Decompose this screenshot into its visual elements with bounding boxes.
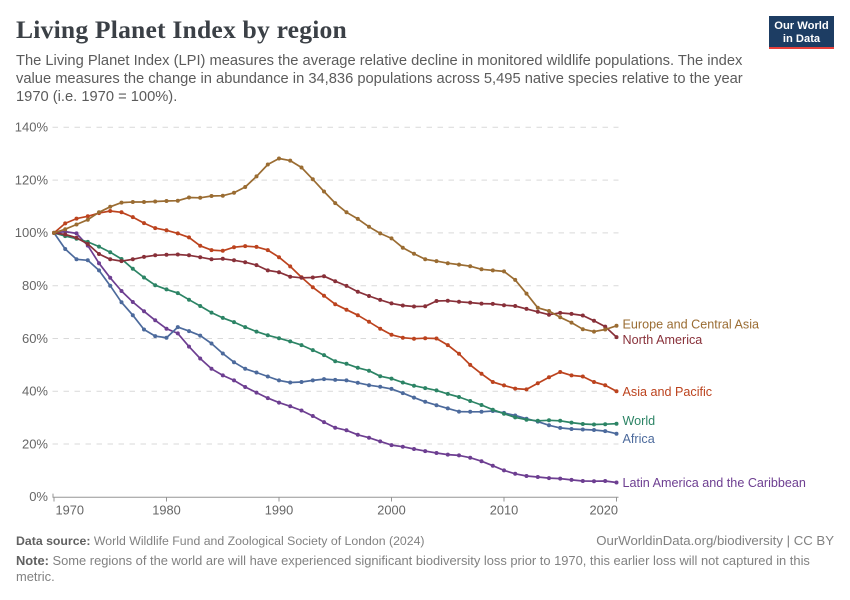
svg-text:2020: 2020 [590,503,618,518]
svg-text:80%: 80% [22,278,48,293]
svg-text:1990: 1990 [265,503,293,518]
svg-text:Latin America and the Caribbea: Latin America and the Caribbean [623,476,806,490]
svg-text:Europe and Central Asia: Europe and Central Asia [623,317,760,331]
svg-text:1970: 1970 [56,503,84,518]
svg-text:60%: 60% [22,331,48,346]
svg-text:2000: 2000 [377,503,405,518]
svg-text:2010: 2010 [490,503,518,518]
svg-text:100%: 100% [15,225,49,240]
svg-text:World: World [623,414,656,428]
svg-text:North America: North America [623,333,703,347]
svg-text:0%: 0% [29,489,48,504]
svg-text:Asia and Pacific: Asia and Pacific [623,385,713,399]
svg-text:140%: 140% [15,120,49,135]
svg-text:120%: 120% [15,172,49,187]
svg-text:1980: 1980 [152,503,180,518]
svg-text:40%: 40% [22,384,48,399]
svg-text:Africa: Africa [623,432,655,446]
svg-text:20%: 20% [22,436,48,451]
